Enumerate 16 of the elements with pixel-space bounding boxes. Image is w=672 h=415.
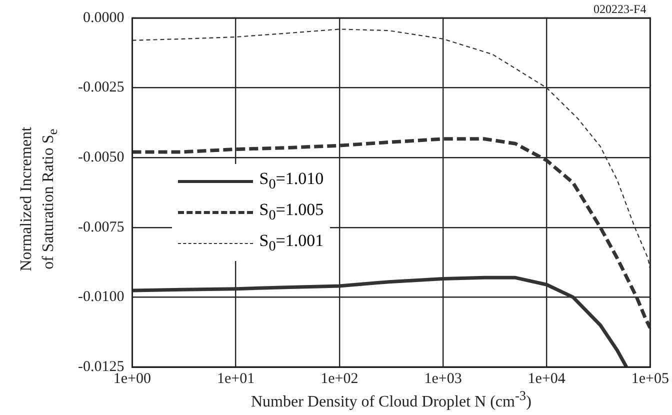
x-tick-label: 1e+05	[631, 370, 670, 387]
legend-label: S$_{0}$=1.001	[259, 231, 324, 256]
y-tick-label: -0.0050	[78, 150, 124, 166]
x-tick-label: 1e+01	[217, 370, 255, 387]
legend-label: S$_{0}$=1.005	[259, 200, 324, 225]
text: 020223-F4	[594, 2, 646, 17]
x-tick-label: 1e+04	[528, 370, 566, 387]
x-tick-label: 1e+03	[424, 370, 462, 387]
y-tick-label: 0.0000	[82, 10, 124, 26]
y-tick-label: -0.0100	[78, 289, 124, 306]
x-tick-label: 1e+00	[113, 370, 152, 387]
x-axis-title: Number Density of Cloud Droplet N (cm$^{-3}$)	[250, 388, 532, 412]
x-tick-label: 1e+02	[320, 370, 358, 387]
legend-label: S$_{0}$=1.010	[259, 169, 324, 194]
y-tick-label: -0.0075	[78, 219, 124, 236]
y-tick-label: -0.0025	[78, 80, 124, 96]
